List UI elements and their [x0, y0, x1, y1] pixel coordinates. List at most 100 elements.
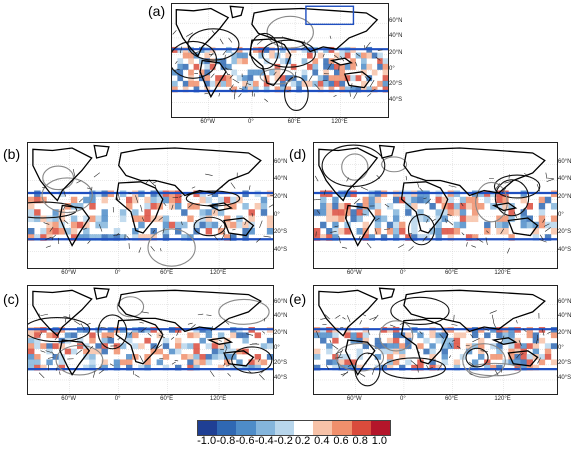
- anomaly-cell: [350, 75, 356, 82]
- anomaly-cell: [144, 354, 151, 360]
- wind-vector: [334, 225, 339, 228]
- wind-vector: [424, 236, 428, 239]
- lat-label: 60°N: [558, 299, 572, 306]
- wind-vector: [180, 46, 183, 54]
- wind-vector: [468, 361, 476, 368]
- wind-vector: [230, 182, 236, 189]
- anomaly-cell: [260, 209, 268, 216]
- anomaly-cell: [478, 354, 485, 360]
- contour-line: [28, 317, 91, 343]
- wind-vector: [54, 335, 59, 341]
- anomaly-cell: [89, 203, 96, 210]
- wind-vector: [260, 370, 264, 374]
- anomaly-cell: [242, 75, 248, 82]
- wind-vector: [371, 367, 375, 375]
- anomaly-cell: [312, 80, 319, 87]
- anomaly-cell: [46, 343, 53, 349]
- anomaly-cell: [377, 63, 383, 70]
- anomaly-cell: [417, 332, 424, 339]
- anomaly-cell: [411, 203, 418, 210]
- anomaly-cell: [193, 354, 200, 360]
- anomaly-cell: [64, 228, 72, 235]
- anomaly-cell: [209, 58, 216, 65]
- anomaly-cell: [224, 221, 231, 229]
- wind-vector: [181, 221, 183, 226]
- anomaly-cell: [215, 58, 221, 65]
- map-panel-e: [313, 285, 558, 395]
- anomaly-cell: [362, 203, 369, 210]
- wind-vector: [448, 355, 451, 359]
- anomaly-cell: [386, 337, 394, 344]
- wind-vector: [476, 238, 484, 243]
- coastline: [115, 181, 164, 234]
- wind-vector: [543, 223, 550, 227]
- anomaly-cell: [339, 80, 346, 87]
- coastline: [199, 59, 227, 99]
- anomaly-cell: [226, 63, 232, 70]
- anomaly-cell: [28, 364, 35, 371]
- wind-vector: [451, 339, 456, 342]
- anomaly-cell: [453, 209, 461, 216]
- wind-vector: [261, 68, 265, 72]
- anomaly-cell: [326, 228, 333, 235]
- wind-vector: [78, 198, 84, 203]
- anomaly-cell: [471, 196, 479, 204]
- wind-vector: [516, 353, 521, 359]
- anomaly-cell: [260, 343, 268, 349]
- wind-vector: [45, 236, 52, 240]
- wind-vector: [221, 232, 226, 240]
- anomaly-cell: [181, 221, 188, 229]
- anomaly-cell: [175, 203, 182, 210]
- wind-vector: [300, 45, 308, 50]
- anomaly-cell: [339, 69, 346, 76]
- anomaly-cell: [380, 364, 388, 371]
- anomaly-cell: [248, 209, 255, 216]
- lat-label: 20°N: [274, 194, 288, 201]
- anomaly-cell: [83, 354, 90, 360]
- anomaly-cell: [95, 221, 102, 229]
- anomaly-cell: [374, 203, 382, 210]
- anomaly-cell: [101, 234, 108, 241]
- anomaly-cell: [138, 221, 145, 229]
- wind-vector: [375, 56, 381, 61]
- anomaly-cell: [296, 86, 302, 93]
- anomaly-cell: [520, 209, 527, 216]
- anomaly-cell: [392, 209, 400, 216]
- anomaly-cell: [362, 234, 369, 241]
- anomaly-cell: [220, 63, 227, 70]
- lat-label: 20°N: [389, 49, 403, 56]
- anomaly-cell: [70, 215, 78, 223]
- anomaly-cell: [453, 203, 461, 210]
- wind-vector: [92, 370, 96, 378]
- anomaly-cell: [392, 215, 400, 223]
- anomaly-cell: [266, 343, 273, 349]
- map-graphic: [314, 286, 557, 394]
- anomaly-cell: [366, 52, 373, 59]
- anomaly-cell: [193, 359, 200, 366]
- wind-vector: [546, 178, 555, 182]
- anomaly-cell: [162, 215, 170, 223]
- anomaly-cell: [405, 332, 412, 339]
- contour-line: [41, 177, 93, 214]
- anomaly-cell: [344, 228, 351, 235]
- anomaly-cell: [40, 215, 47, 223]
- anomaly-cell: [236, 364, 243, 371]
- wind-vector: [63, 315, 71, 319]
- wind-vector: [516, 320, 518, 324]
- anomaly-cell: [356, 203, 363, 210]
- anomaly-cell: [193, 348, 200, 355]
- wind-vector: [170, 336, 175, 340]
- anomaly-cell: [101, 359, 108, 366]
- wind-vector: [350, 83, 353, 89]
- anomaly-cell: [215, 75, 221, 82]
- anomaly-cell: [34, 332, 41, 339]
- wind-vector: [373, 314, 379, 322]
- anomaly-cell: [350, 359, 357, 366]
- anomaly-cell: [317, 80, 324, 87]
- wind-vector: [59, 371, 61, 375]
- coastline: [400, 181, 449, 234]
- contour-line: [55, 344, 104, 376]
- anomaly-cell: [334, 63, 340, 70]
- anomaly-cell: [508, 343, 515, 349]
- wind-vector: [335, 314, 341, 319]
